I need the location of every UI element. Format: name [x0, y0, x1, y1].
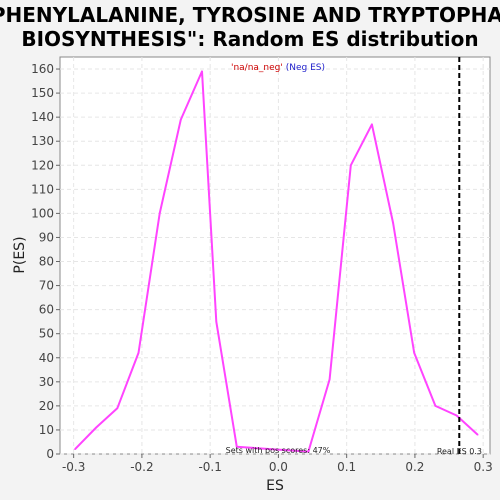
- data-point: [328, 378, 331, 381]
- x-tick-label: 0.3: [474, 460, 493, 474]
- legend-series-name: 'na/na_neg': [231, 63, 283, 73]
- y-tick-label: 20: [39, 399, 54, 413]
- y-axis-ticks: 0 10 20 30 40 50 60 70 80 90 100 110 120 130 140 150 160: [31, 62, 60, 461]
- data-point: [371, 123, 373, 126]
- y-tick-label: 50: [39, 327, 54, 341]
- data-point: [434, 405, 437, 407]
- data-point: [307, 450, 310, 453]
- y-tick-label: 80: [39, 255, 54, 269]
- chart-title-line1: "PHENYLALANINE, TYROSINE AND TRYPTOPHAN: [0, 3, 500, 27]
- data-point: [476, 433, 479, 436]
- data-point: [74, 448, 76, 450]
- y-tick-label: 40: [39, 351, 54, 365]
- y-tick-label: 0: [46, 447, 54, 461]
- y-tick-label: 150: [31, 86, 54, 100]
- plot-area: [59, 56, 491, 455]
- y-axis-label: P(ES): [12, 236, 28, 273]
- y-tick-label: 130: [31, 134, 54, 148]
- data-point: [349, 164, 352, 167]
- x-tick-label: -0.3: [62, 460, 85, 474]
- real-es-label: Real ES 0.3: [437, 447, 482, 456]
- x-axis-label: ES: [266, 478, 284, 494]
- x-tick-label: 0.1: [337, 460, 356, 474]
- y-tick-label: 10: [39, 423, 54, 437]
- x-tick-label: -0.2: [130, 460, 153, 474]
- x-tick-label: -0.1: [198, 460, 221, 474]
- y-tick-label: 160: [31, 62, 54, 76]
- legend: 'na/na_neg' (Neg ES): [231, 63, 325, 73]
- data-point: [180, 118, 182, 121]
- y-tick-label: 30: [39, 375, 54, 389]
- x-axis-ticks: -0.3 -0.2 -0.1 0.0 0.1 0.2 0.3: [62, 454, 493, 474]
- y-tick-label: 120: [31, 158, 54, 172]
- data-point: [116, 407, 119, 410]
- grid-lines: [60, 57, 490, 455]
- data-point: [201, 70, 203, 73]
- y-tick-label: 90: [39, 230, 54, 244]
- x-tick-label: 0.2: [405, 460, 424, 474]
- data-point: [455, 414, 458, 417]
- y-tick-label: 60: [39, 303, 54, 317]
- chart-title-line2: BIOSYNTHESIS": Random ES distribution: [21, 27, 478, 51]
- data-point: [392, 222, 394, 224]
- series-layer: [74, 70, 479, 453]
- legend-series-suffix: (Neg ES): [283, 63, 325, 73]
- x-tick-label: 0.0: [269, 460, 288, 474]
- data-point: [215, 320, 218, 323]
- series-line: [74, 70, 479, 453]
- y-tick-label: 140: [31, 110, 54, 124]
- data-point: [95, 426, 97, 429]
- y-tick-label: 100: [31, 206, 54, 220]
- y-tick-label: 110: [31, 182, 54, 196]
- data-point: [137, 352, 140, 354]
- data-point: [235, 445, 238, 448]
- data-point: [158, 212, 161, 215]
- y-tick-label: 70: [39, 279, 54, 293]
- data-point: [413, 352, 416, 354]
- pos-scores-annotation: Sets with pos scores: 47%: [226, 446, 331, 455]
